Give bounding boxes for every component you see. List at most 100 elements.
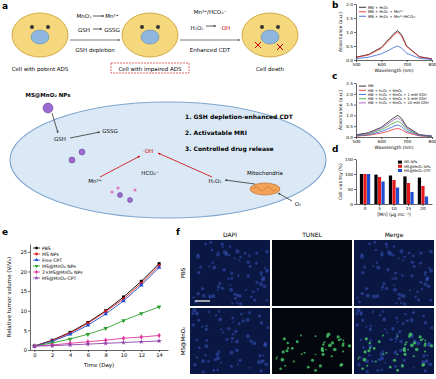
nanoparticle (128, 198, 133, 203)
nucleus-stain (362, 346, 365, 349)
marker (121, 340, 126, 345)
tick: 4 (69, 350, 73, 358)
nucleus-stain (413, 367, 415, 369)
legend-swatch (359, 16, 366, 17)
tick-label: 600 (378, 139, 386, 144)
nucleus-stain (216, 253, 220, 257)
bar (389, 176, 392, 205)
legend: MB + H₂O₂MB + H₂O₂ + Mn²⁺MB + H₂O₂ + Mn²… (359, 5, 416, 19)
apoptosis-stain (422, 338, 424, 340)
tick: 2.0 (346, 92, 356, 97)
nucleus-stain (222, 331, 224, 333)
series-line (356, 118, 432, 136)
nucleus-stain (389, 338, 392, 341)
nucleus-stain (362, 319, 364, 321)
tick: 1.5 (346, 102, 356, 107)
nucleus-stain (395, 337, 398, 340)
nucleus-stain (402, 294, 406, 298)
nucleus-stain (238, 322, 241, 325)
nucleus-stain (368, 354, 371, 357)
nucleus-stain (220, 362, 222, 364)
tick-label: 1.0 (346, 113, 353, 118)
legend-marker (35, 247, 37, 249)
bar (360, 174, 363, 204)
nucleus-stain (248, 254, 251, 257)
tick-label: 20 (20, 269, 27, 275)
y-axis-title: Relative tumor volume (V/V₀) (6, 257, 12, 337)
nucleus-stain (218, 310, 221, 313)
mitochondrion (250, 183, 280, 195)
tick-mark (28, 291, 30, 292)
apoptosis-stain (410, 343, 414, 347)
tick: 0.5 (346, 124, 356, 129)
arrow-head (138, 156, 140, 158)
tick-label: 150 (345, 157, 353, 162)
nucleus-stain (399, 348, 403, 352)
nucleus-stain (216, 368, 219, 371)
tick: 2 (51, 350, 54, 358)
image-background (272, 240, 352, 306)
nucleus-stain (372, 265, 374, 267)
nucleus-stain (384, 328, 386, 330)
nucleus-stain (235, 249, 239, 253)
tick-label: 2.0 (346, 92, 353, 97)
plot-area (360, 174, 428, 204)
nucleus-stain (230, 277, 233, 280)
legend-label: MS@MnO₂-CPT (42, 276, 76, 281)
marker (50, 343, 55, 348)
nucleus-stain (423, 282, 427, 286)
image-background (190, 240, 270, 306)
nucleus-stain (212, 266, 216, 270)
nucleus-stain (199, 265, 202, 268)
arrow-head (100, 28, 102, 30)
nucleus-stain (259, 282, 263, 286)
nucleus-stain (246, 274, 249, 277)
micrograph (354, 240, 434, 306)
marker (121, 298, 126, 302)
series-line (34, 266, 159, 346)
nucleus-stain (249, 367, 251, 369)
nucleus-stain (198, 346, 201, 349)
nucleus-stain (229, 284, 231, 286)
tick-label: 1.5 (346, 102, 353, 107)
bar (381, 182, 384, 205)
nucleus-stain (260, 271, 263, 274)
legend-entry: PBS (33, 246, 51, 251)
legend-swatch (398, 161, 402, 164)
axis-line (30, 245, 31, 351)
arrow-line (70, 132, 100, 138)
nucleus-stain (205, 344, 209, 348)
apoptosis-stain (421, 364, 424, 367)
nucleus-stain (201, 326, 203, 328)
tick: 1.5 (346, 16, 356, 21)
nucleus-stain (221, 287, 224, 290)
legend-label: MB + H₂O₂ + Mn²⁺/HCO₃⁻ (368, 14, 416, 19)
nucleus-stain (221, 243, 225, 247)
diagram-label: O₂ (295, 201, 302, 207)
marker (32, 343, 37, 348)
nucleus-stain (398, 257, 400, 259)
tick-label: 0 (364, 206, 367, 211)
micrograph (190, 240, 270, 306)
tick-mark (354, 83, 356, 84)
nucleus-stain (359, 311, 362, 314)
diagram-label: MS@MnO₂ NPs (25, 92, 71, 98)
nucleus-stain (244, 252, 247, 255)
apoptosis-stain (327, 332, 331, 336)
tick: 10 (121, 350, 128, 358)
nucleus-stain (417, 298, 420, 301)
nanoparticle (118, 193, 123, 198)
nucleus-stain (399, 249, 403, 253)
nucleus-stain (360, 292, 364, 296)
nucleus-stain (393, 351, 397, 355)
nucleus-stain (422, 354, 426, 358)
tick: 800 (429, 60, 436, 67)
nucleus-stain (428, 362, 432, 366)
nucleus-stain (391, 277, 393, 279)
diagram-label: GSSG (104, 27, 120, 33)
nucleus-stain (373, 241, 376, 244)
tick-label: 15 (20, 288, 27, 294)
apoptosis-stain (321, 350, 324, 353)
nucleus-stain (255, 251, 258, 254)
schematic: MnO₂Mn²⁺GSHGSSGMn²⁺/HCO₃⁻H₂O₂·OHCell wit… (10, 9, 326, 218)
